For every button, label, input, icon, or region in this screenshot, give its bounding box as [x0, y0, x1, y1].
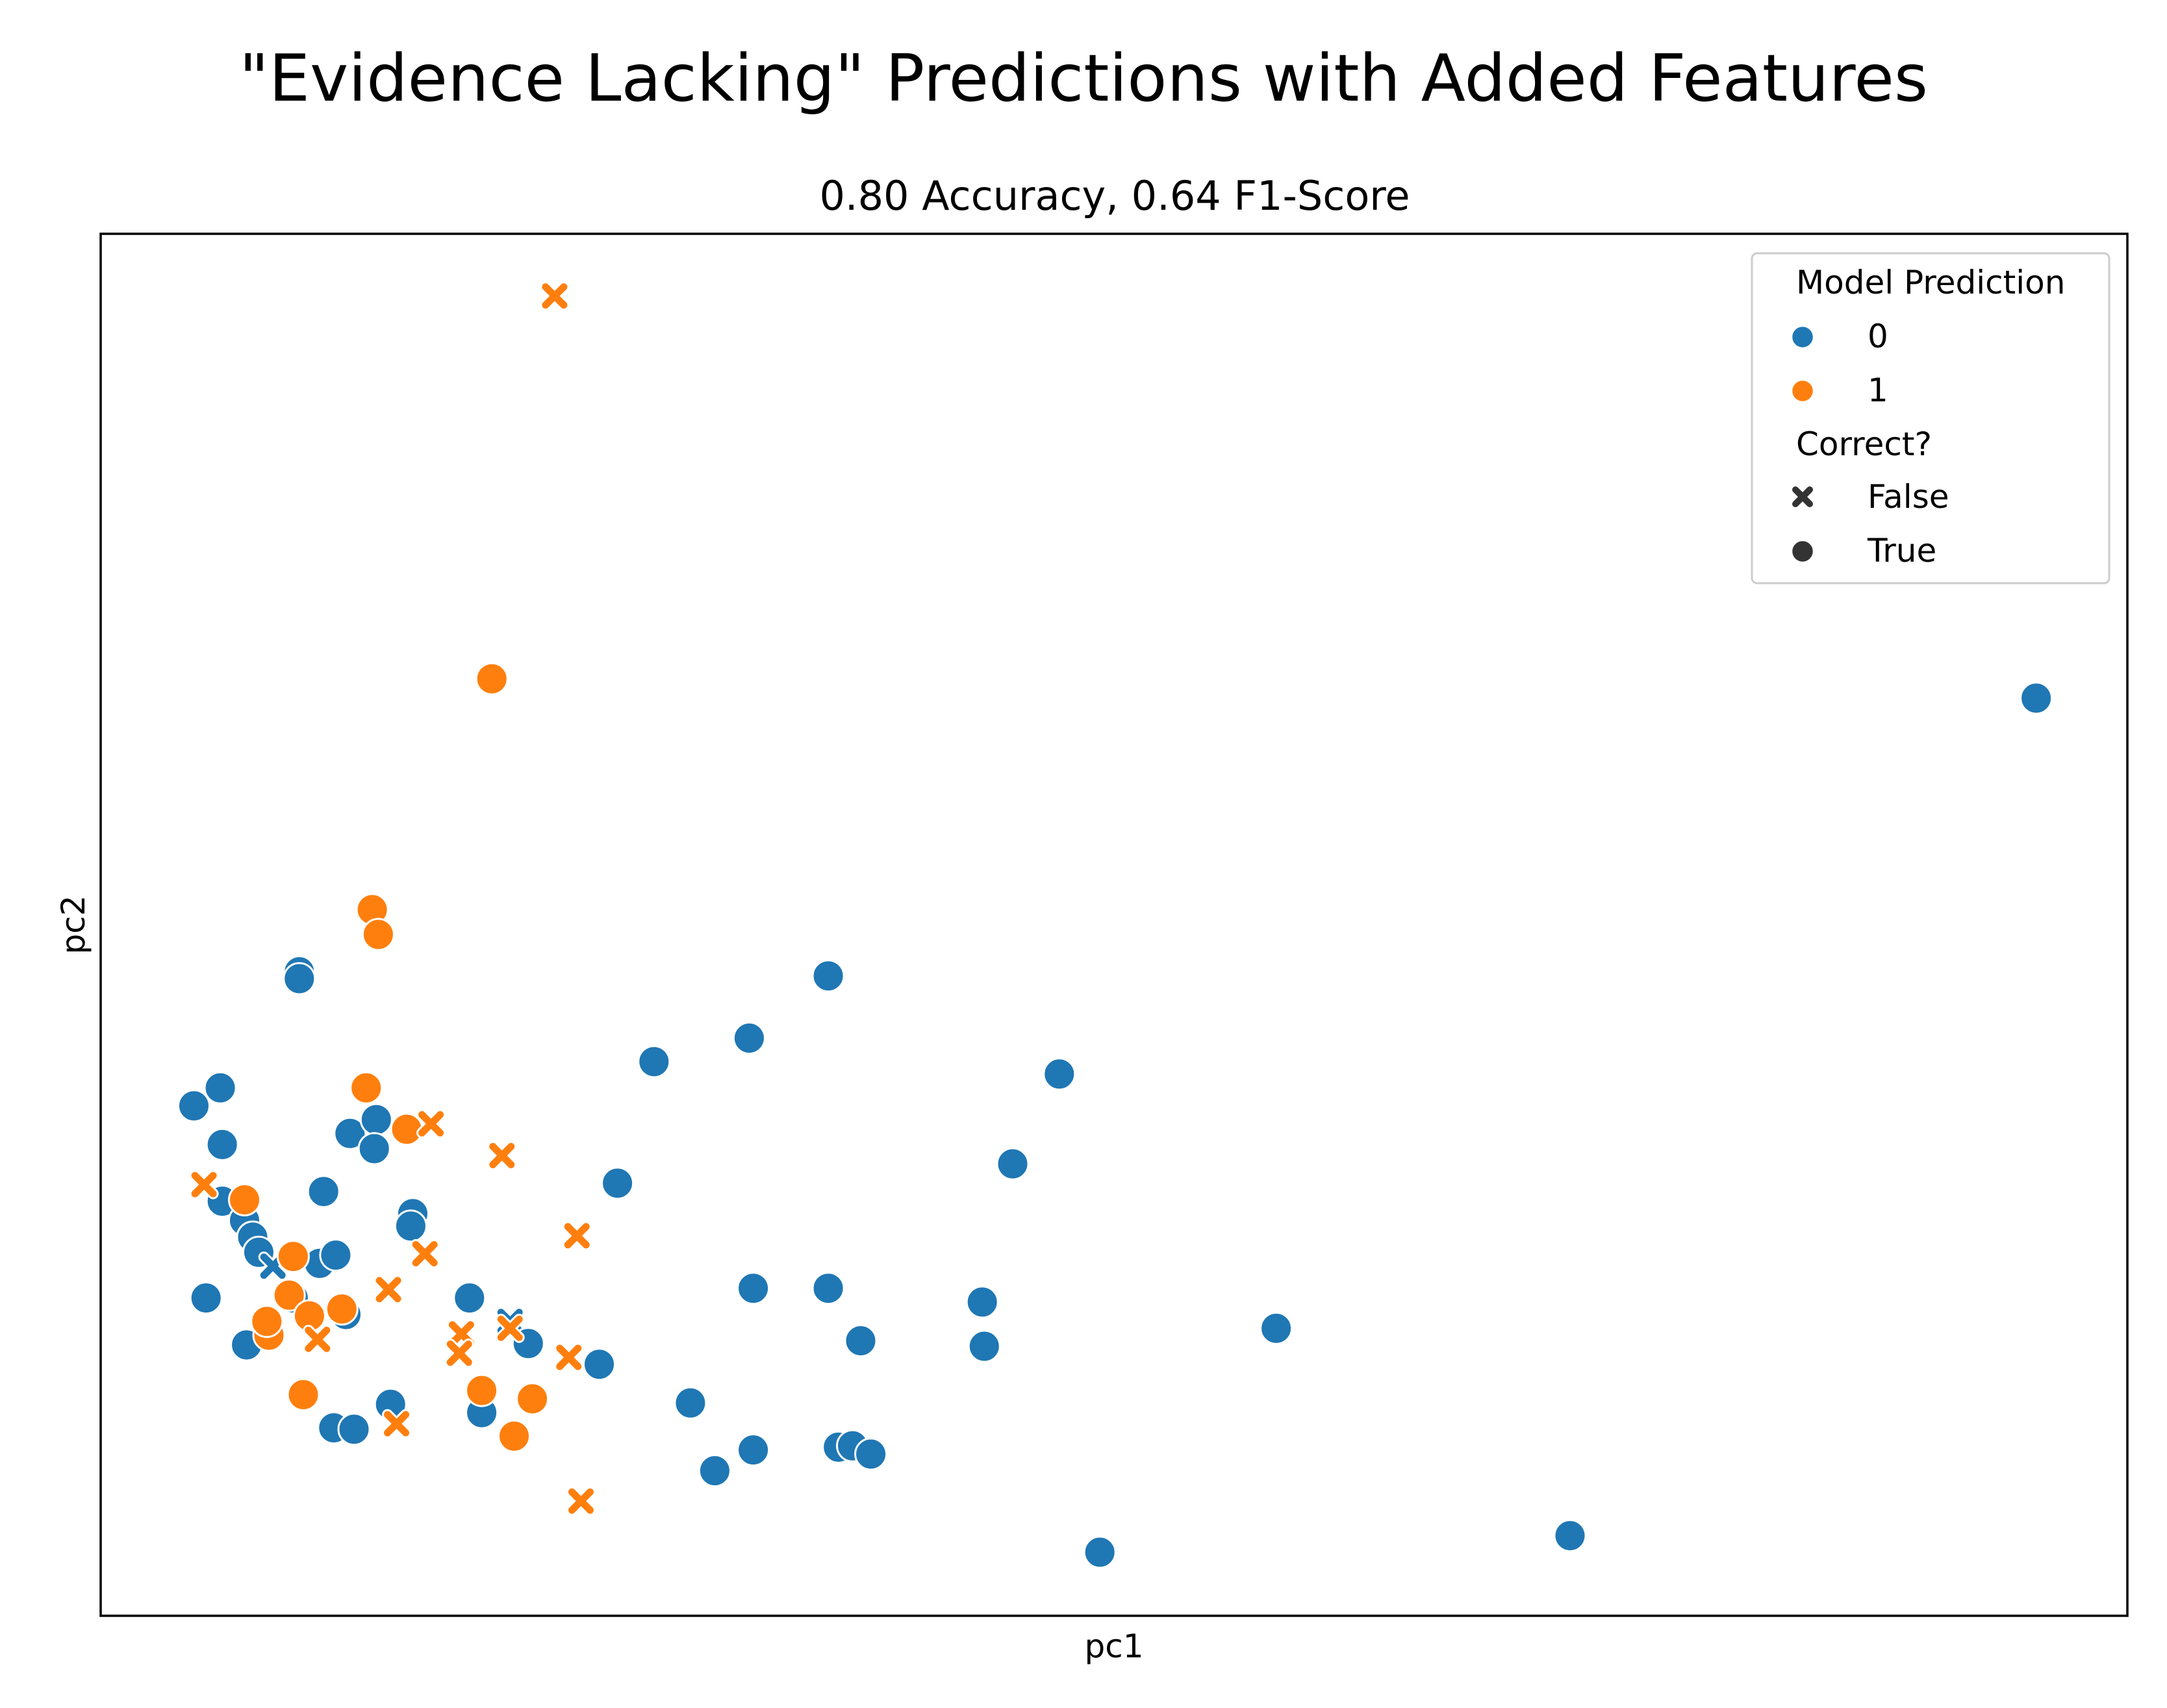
y-axis-label: pc2 — [55, 895, 92, 954]
chart-title: "Evidence Lacking" Predictions with Adde… — [239, 40, 1928, 116]
point-pred-1-incorrect-58 — [487, 1140, 517, 1170]
point-pred-1-incorrect-76 — [554, 1342, 584, 1372]
point-pred-1-correct-55 — [349, 1071, 383, 1105]
point-pred-1-correct-54 — [361, 918, 395, 951]
point-pred-0-correct-0 — [177, 1089, 210, 1123]
legend-label-0: 0 — [1868, 318, 1888, 355]
point-pred-1-incorrect-75 — [495, 1313, 525, 1343]
legend-hue-title: Model Prediction — [1796, 264, 2065, 301]
plot-area-frame — [99, 232, 2129, 1617]
point-pred-1-correct-52 — [475, 662, 509, 696]
point-pred-0-correct-29 — [583, 1348, 616, 1381]
point-pred-1-correct-71 — [286, 1378, 320, 1411]
point-pred-0-correct-38 — [811, 1272, 845, 1305]
point-pred-0-correct-12 — [283, 962, 316, 996]
point-pred-0-correct-46 — [1043, 1057, 1076, 1091]
point-pred-1-correct-61 — [276, 1240, 310, 1274]
point-pred-1-correct-78 — [516, 1382, 550, 1416]
point-pred-0-correct-50 — [2020, 681, 2053, 715]
point-pred-0-correct-36 — [737, 1433, 770, 1467]
point-pred-0-correct-21 — [337, 1413, 371, 1446]
point-pred-0-correct-49 — [1553, 1519, 1587, 1553]
point-pred-0-correct-4 — [189, 1281, 223, 1315]
legend-marker-1 — [1790, 379, 1815, 403]
point-pred-0-correct-17 — [359, 1103, 393, 1137]
point-pred-1-correct-79 — [498, 1419, 531, 1453]
point-pred-0-correct-34 — [732, 1022, 766, 1055]
point-pred-1-correct-56 — [390, 1112, 424, 1146]
point-pred-0-correct-32 — [674, 1386, 707, 1420]
points-layer — [177, 281, 2053, 1569]
legend-marker-true — [1790, 539, 1815, 564]
point-pred-1-correct-64 — [272, 1278, 306, 1312]
point-pred-0-correct-48 — [1260, 1311, 1293, 1345]
point-pred-0-correct-16 — [333, 1116, 367, 1150]
point-pred-0-correct-31 — [637, 1045, 671, 1079]
point-pred-0-correct-24 — [394, 1209, 427, 1243]
point-pred-0-correct-43 — [965, 1285, 999, 1319]
legend-label-false: False — [1868, 478, 1949, 516]
point-pred-1-incorrect-68 — [374, 1275, 403, 1305]
point-pred-1-incorrect-72 — [382, 1409, 412, 1438]
point-pred-1-correct-60 — [228, 1183, 261, 1216]
point-pred-1-incorrect-51 — [540, 281, 570, 311]
legend-marker-false — [1792, 486, 1813, 507]
point-pred-0-correct-18 — [357, 1132, 391, 1166]
point-pred-0-correct-47 — [1083, 1535, 1117, 1569]
point-pred-1-incorrect-59 — [189, 1170, 219, 1199]
point-pred-0-correct-41 — [844, 1324, 878, 1357]
point-pred-0-correct-33 — [698, 1454, 731, 1488]
legend-marker-0 — [1790, 325, 1815, 349]
chart-subtitle: 0.80 Accuracy, 0.64 F1-Score — [819, 172, 1410, 220]
point-pred-0-correct-35 — [737, 1272, 770, 1305]
point-pred-0-correct-1 — [203, 1071, 237, 1105]
point-pred-0-correct-13 — [307, 1175, 340, 1209]
point-pred-0-correct-45 — [996, 1147, 1030, 1181]
legend-frame — [1751, 252, 2110, 584]
point-pred-0-correct-42 — [854, 1437, 888, 1471]
point-pred-0-correct-15 — [319, 1238, 353, 1272]
point-pred-1-correct-63 — [250, 1305, 284, 1338]
point-pred-0-correct-37 — [811, 959, 845, 993]
legend: Model Prediction 0 1 Correct? False True — [1751, 252, 2110, 584]
legend-style-title: Correct? — [1796, 425, 1932, 463]
point-pred-1-correct-67 — [325, 1292, 359, 1326]
point-pred-1-incorrect-66 — [303, 1324, 333, 1354]
point-pred-0-correct-2 — [205, 1127, 239, 1161]
point-pred-0-correct-25 — [453, 1281, 487, 1315]
point-pred-0-correct-44 — [967, 1329, 1001, 1363]
point-pred-1-incorrect-57 — [416, 1109, 446, 1138]
point-pred-0-correct-30 — [601, 1166, 635, 1200]
point-pred-1-incorrect-74 — [444, 1338, 474, 1368]
point-pred-1-correct-77 — [465, 1374, 499, 1407]
legend-label-true: True — [1867, 532, 1936, 570]
point-pred-1-incorrect-69 — [410, 1238, 440, 1268]
point-pred-1-incorrect-80 — [566, 1486, 596, 1516]
point-pred-1-incorrect-70 — [562, 1221, 592, 1251]
legend-label-1: 1 — [1868, 371, 1888, 409]
x-axis-label: pc1 — [1084, 1627, 1143, 1665]
